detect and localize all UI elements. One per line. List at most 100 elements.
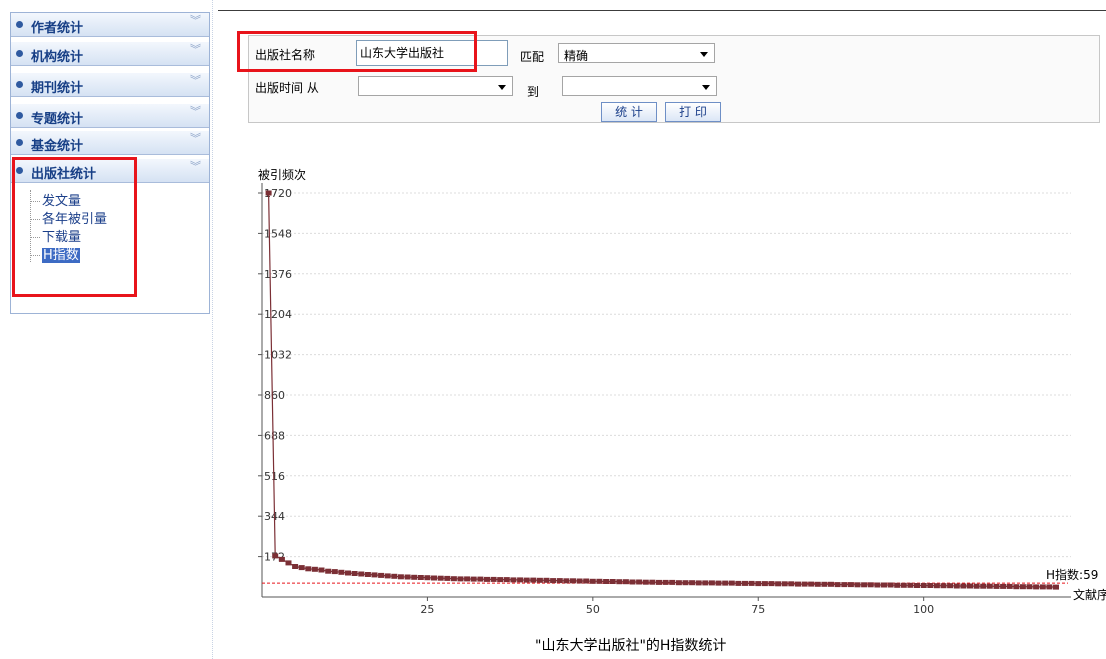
data-point: [616, 579, 623, 585]
dropdown-arrow-icon: [702, 85, 710, 90]
data-point: [847, 582, 854, 588]
time-from-select[interactable]: [358, 76, 513, 96]
data-point: [351, 571, 358, 576]
tree-item-h-index[interactable]: H指数: [30, 244, 130, 263]
data-point: [543, 577, 550, 583]
data-point: [589, 578, 596, 584]
data-point: [331, 569, 338, 575]
data-point: [298, 565, 305, 571]
x-tick-label: 100: [913, 603, 934, 616]
stat-button[interactable]: 统 计: [601, 102, 657, 122]
nav-publisher-stats[interactable]: 出版社统计 ︾: [11, 159, 209, 183]
data-point: [384, 573, 391, 579]
data-point: [861, 582, 868, 588]
match-select[interactable]: 精确: [558, 43, 715, 63]
nav-topic-stats[interactable]: 专题统计 ︾: [11, 104, 209, 128]
data-point: [881, 582, 887, 588]
nav-label: 作者统计: [31, 21, 84, 36]
tree-item-downloads[interactable]: 下载量: [30, 226, 130, 245]
nav-label: 期刊统计: [31, 81, 84, 96]
data-point: [477, 576, 484, 582]
time-to-label: 到: [527, 85, 540, 99]
data-point: [417, 575, 424, 580]
data-point: [292, 564, 299, 569]
data-point: [874, 582, 881, 588]
data-point: [907, 582, 914, 588]
data-point: [708, 580, 715, 586]
bullet-icon: [16, 50, 23, 57]
bullet-icon: [16, 21, 23, 28]
match-label: 匹配: [520, 50, 545, 64]
data-point: [391, 573, 398, 579]
data-point: [431, 575, 437, 581]
data-point: [338, 569, 345, 575]
tree-item-annual-citations[interactable]: 各年被引量: [30, 208, 130, 227]
nav-author-stats[interactable]: 作者统计 ︾: [11, 13, 209, 37]
tree-item-label: H指数: [42, 248, 80, 263]
data-point: [947, 583, 954, 589]
data-point: [450, 576, 457, 582]
data-point: [272, 553, 279, 559]
data-point: [556, 578, 563, 584]
data-point: [622, 579, 629, 585]
data-point: [788, 581, 795, 587]
data-point: [1013, 584, 1020, 590]
dropdown-arrow-icon: [700, 52, 708, 57]
data-point: [371, 572, 378, 578]
data-point: [867, 582, 874, 588]
data-point: [662, 579, 669, 585]
data-point: [550, 578, 557, 584]
data-point: [285, 560, 292, 566]
nav-org-stats[interactable]: 机构统计 ︾: [11, 42, 209, 66]
data-point: [1039, 584, 1046, 590]
data-point: [986, 583, 993, 589]
nav-label: 机构统计: [31, 50, 84, 65]
panel-divider: [212, 0, 214, 659]
data-point: [457, 576, 464, 582]
data-point: [927, 583, 934, 588]
data-point: [1046, 584, 1053, 590]
publisher-name-input[interactable]: 山东大学出版社: [356, 40, 508, 66]
data-point: [1019, 584, 1026, 590]
data-point: [596, 578, 603, 584]
chart-title: "山东大学出版社"的H指数统计: [535, 638, 727, 654]
data-point: [530, 577, 537, 583]
search-form: 出版社名称 山东大学出版社 匹配 精确 出版时间 从 到 统 计 打 印: [248, 35, 1100, 123]
dropdown-arrow-icon: [498, 85, 506, 90]
data-point: [689, 580, 696, 586]
data-point: [609, 579, 616, 584]
nav-journal-stats[interactable]: 期刊统计 ︾: [11, 73, 209, 97]
data-point: [973, 583, 980, 589]
bullet-icon: [16, 139, 23, 146]
chevron-down-icon: ︾: [190, 14, 201, 27]
data-point: [311, 566, 318, 572]
top-rule: [218, 10, 1106, 11]
data-point: [742, 580, 748, 586]
data-point: [900, 582, 907, 588]
data-point: [503, 577, 510, 583]
data-point: [576, 578, 583, 584]
data-point: [682, 580, 689, 586]
y-tick-label: 516: [264, 470, 285, 483]
data-point: [980, 583, 987, 589]
data-point: [669, 579, 676, 585]
tree-item-publications[interactable]: 发文量: [30, 190, 130, 209]
data-point: [649, 579, 656, 585]
data-point: [748, 580, 755, 586]
data-point: [1006, 583, 1013, 589]
data-point: [265, 190, 272, 196]
data-point: [464, 576, 471, 582]
nav-fund-stats[interactable]: 基金统计 ︾: [11, 131, 209, 155]
data-point: [768, 581, 775, 587]
tree-connector: [30, 190, 32, 262]
print-button[interactable]: 打 印: [665, 102, 721, 122]
data-point: [656, 579, 662, 585]
time-to-select[interactable]: [562, 76, 717, 96]
data-point: [642, 579, 649, 585]
data-point: [570, 578, 576, 584]
data-point: [470, 576, 477, 582]
data-point: [378, 572, 385, 578]
y-tick-label: 1204: [264, 308, 292, 321]
data-point: [523, 577, 530, 583]
y-tick-label: 1720: [264, 187, 292, 200]
